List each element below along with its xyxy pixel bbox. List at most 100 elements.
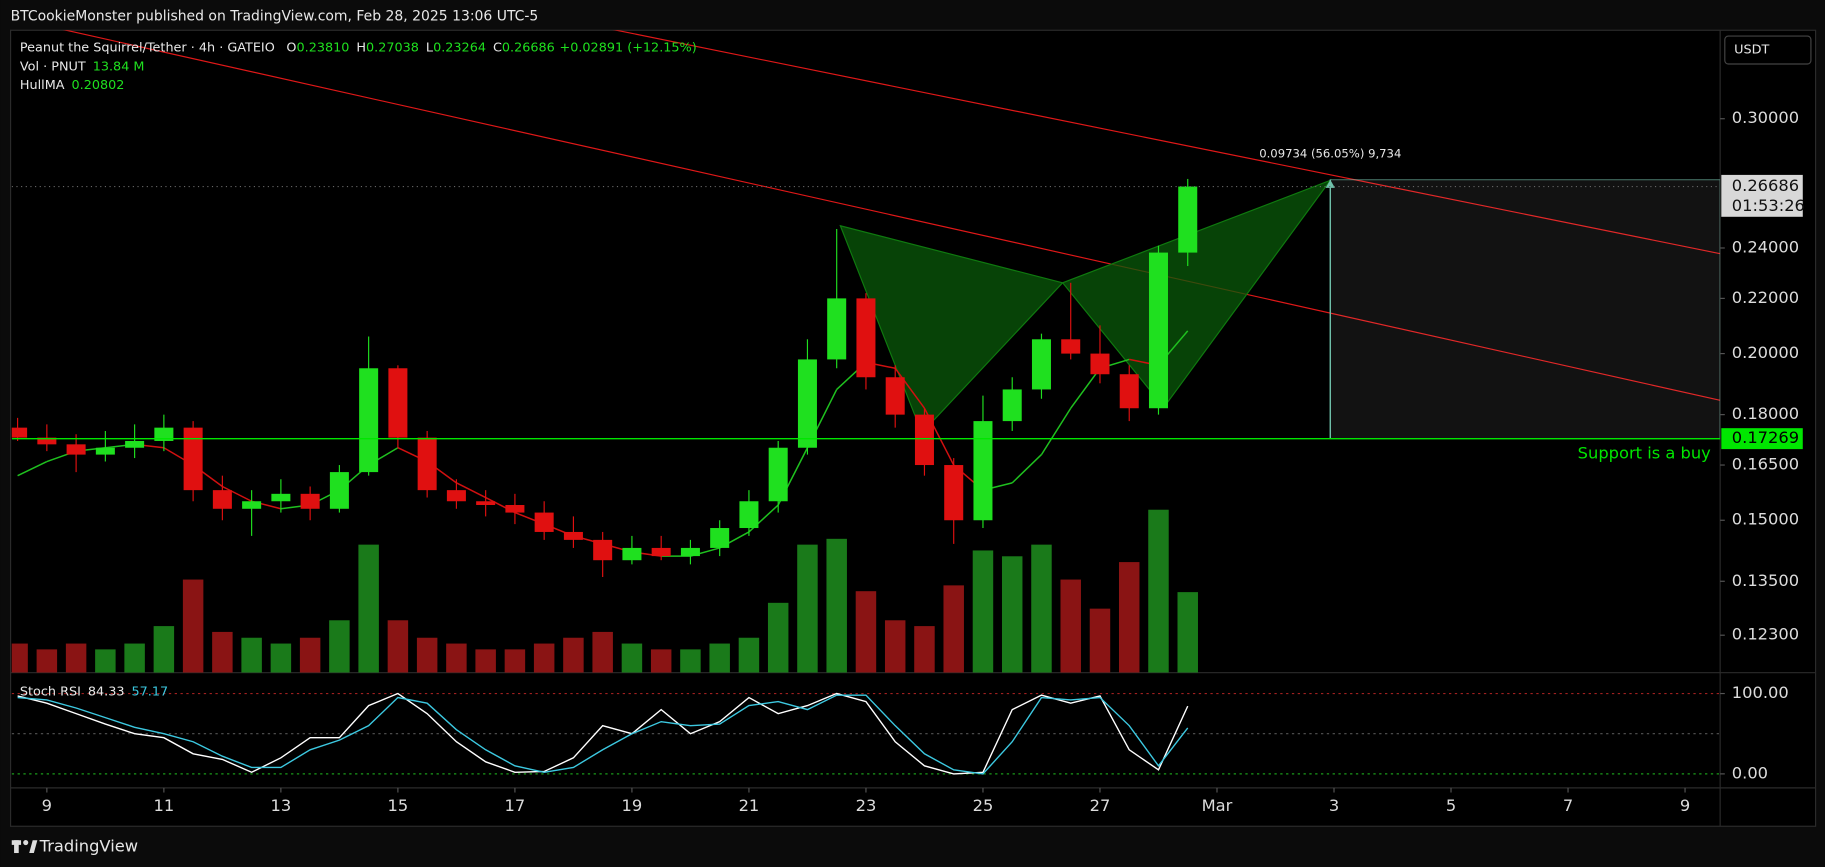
volume-bar [650,649,672,673]
last-price-label: 0.26686 [1732,176,1799,195]
candle-body [1002,389,1022,422]
rsi-name: Stoch RSI [20,684,81,699]
volume-bar [270,643,292,673]
candle-body [37,437,57,445]
x-tick-label: 21 [739,796,760,815]
volume-bar [1118,562,1140,673]
volume-bar [504,649,526,673]
candle-layer [11,178,1198,578]
currency-box[interactable] [1724,35,1812,65]
volume-bar [563,637,584,673]
candle-body [66,444,86,455]
trend-line [613,30,1721,255]
symbol-title: Peanut the Squirrel/Tether · 4h · GATEIO [20,40,275,55]
candle-body [973,421,993,521]
support-note: Support is a buy [1578,443,1712,462]
x-tick-label: 9 [1680,796,1690,815]
candle-body [885,377,905,415]
candle-body [242,501,262,509]
volume-bar [1089,608,1111,673]
rsi-line [17,694,1189,775]
volume-bar [212,631,233,673]
logo-part [29,840,38,854]
volume-bar [855,591,877,673]
candle-body [1178,186,1198,253]
volume-layer [11,509,1198,673]
axes: 0.12300 0.13500 0.15000 0.16500 0.18000 0.200… [42,108,1805,815]
x-tick-label: Mar [1202,796,1233,815]
ohlc-legend: O0.23810 H0.27038 L0.23264 C0.26686 [286,40,554,55]
measure-tool [1325,179,1721,440]
brand: TradingView [11,837,138,856]
candle-body [446,490,466,502]
candle-body [125,440,145,448]
header-text: BTCookieMonster published on TradingView… [11,8,539,24]
rsi-d-value: 57.17 [131,684,168,699]
change-text: +0.02891 (+12.15%) [559,40,696,55]
candle-body [505,505,525,513]
hullma-segment [1070,367,1101,409]
y-tick-label: 0.18000 [1732,404,1799,423]
pattern-xab [839,224,1064,434]
volume-bar [36,649,58,673]
volume-bar [797,544,818,673]
y-tick-label: 0.12300 [1732,625,1799,644]
support-price-label: 0.17269 [1732,428,1799,447]
ohlc-value: 0.26686 [502,40,555,55]
hullma-segment [1011,454,1042,484]
candle-body [95,447,115,455]
ohlc-key: H [356,40,366,55]
ohlc-value: 0.27038 [366,40,419,55]
currency[interactable]: USDT [1734,43,1769,58]
volume-bar [1060,579,1081,673]
volume-bar [358,544,379,673]
volume-bar [533,643,555,673]
candle-body [651,547,671,557]
x-tick-label: 7 [1563,796,1573,815]
candle-body [183,427,203,491]
volume-bar [329,620,350,673]
measure-label: 0.09734 (56.05%) 9,734 [1259,147,1401,161]
last-price-box [1721,174,1803,217]
volume-bar [11,643,28,673]
hullma-segment [17,460,48,477]
volume-bar [972,550,994,673]
candle-body [768,447,788,502]
candle-body [563,531,583,540]
volume-bar [884,620,906,673]
candle-body [827,298,847,360]
x-tick-label: 17 [505,796,526,815]
measure-arrowhead [1325,179,1335,188]
hullma-segment [1040,407,1072,456]
volume-bar [416,637,438,673]
volume-bar [65,643,87,673]
candle-body [1148,252,1168,409]
volume-bar [153,626,175,673]
level-layer [11,185,1721,440]
candle-body [11,427,28,438]
candle-body [300,493,320,509]
volume-bar [124,643,145,673]
volume-bar [680,649,701,673]
candle-body [271,493,291,502]
y-tick-label: 0.20000 [1732,343,1799,362]
ohlc-value: 0.23264 [433,40,486,55]
x-tick-label: 3 [1329,796,1339,815]
volume-bar [299,637,321,673]
candle-body [388,368,408,438]
candle-body [680,547,700,557]
x-tick-label: 9 [42,796,52,815]
candle-body [329,472,349,509]
candle-body [797,359,817,448]
y-tick-label: 0.24000 [1732,237,1799,256]
ohlc-key: L [426,40,434,55]
support-price-box [1721,428,1803,450]
x-tick-label: 27 [1090,796,1111,815]
trend-line [63,30,1721,401]
candle-body [914,414,934,466]
volume-bar [709,643,730,673]
volume-bar [1001,556,1023,673]
volume-bar [943,585,964,673]
